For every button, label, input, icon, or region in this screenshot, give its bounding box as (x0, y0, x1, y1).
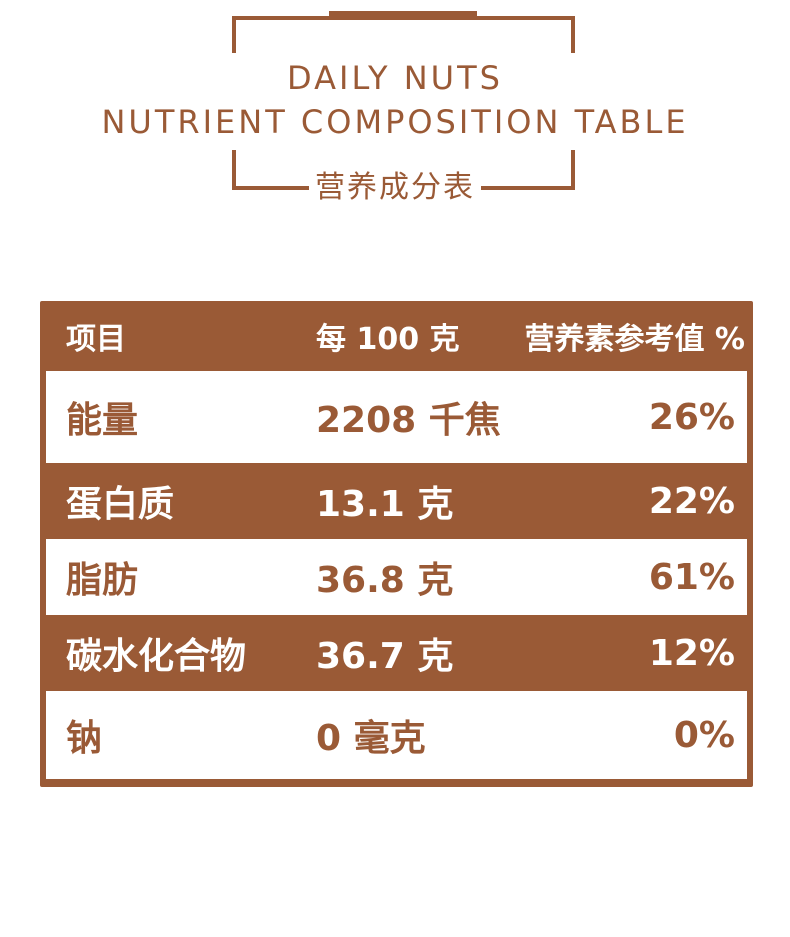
row-per100: 36.7 克 (316, 636, 454, 677)
row-per100: 2208 千焦 (316, 400, 501, 441)
row-per100: 13.1 克 (316, 484, 454, 525)
row-nrv: 0% (673, 714, 735, 756)
column-header-item: 项目 (66, 322, 126, 357)
column-header-per100: 每 100 克 (316, 322, 460, 357)
subtitle-text: 营养成分表 (309, 170, 481, 205)
title-line-1: DAILY NUTS (287, 59, 503, 97)
table-row: 钠 0 毫克 0% (46, 691, 747, 779)
row-nrv: 22% (648, 480, 735, 522)
row-per100: 0 毫克 (316, 718, 426, 759)
row-item: 脂肪 (66, 560, 139, 601)
table-row: 能量 2208 千焦 26% (46, 371, 747, 463)
table-row: 碳水化合物 36.7 克 12% (46, 615, 747, 691)
title-line-2: NUTRIENT COMPOSITION TABLE (101, 103, 689, 141)
row-nrv: 26% (648, 396, 735, 438)
frame-bottom-right-vertical (571, 150, 575, 188)
row-item: 钠 (66, 718, 103, 759)
row-item: 蛋白质 (66, 484, 175, 525)
row-item: 能量 (66, 400, 139, 441)
table-header-row: 项目 每 100 克 营养素参考值 % (46, 301, 747, 371)
frame-top-left-vertical (232, 16, 236, 53)
frame-top-accent (329, 11, 477, 20)
row-nrv: 12% (648, 632, 735, 674)
row-nrv: 61% (648, 556, 735, 598)
row-per100: 36.8 克 (316, 560, 454, 601)
frame-bottom-left-vertical (232, 150, 236, 188)
title-block: DAILY NUTS NUTRIENT COMPOSITION TABLE 营养… (0, 0, 790, 230)
table-row: 脂肪 36.8 克 61% (46, 539, 747, 615)
row-item: 碳水化合物 (66, 636, 247, 677)
table-row: 蛋白质 13.1 克 22% (46, 463, 747, 539)
frame-top-right-vertical (571, 16, 575, 53)
column-header-nrv: 营养素参考值 % (524, 322, 745, 357)
subtitle: 营养成分表 (0, 168, 790, 208)
nutrition-table: 项目 每 100 克 营养素参考值 % 能量 2208 千焦 26% 蛋白质 1… (40, 301, 753, 787)
